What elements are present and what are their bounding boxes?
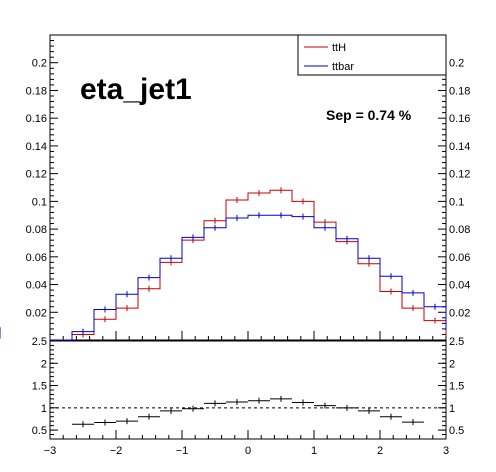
legend-label-tth: ttH: [332, 42, 346, 54]
y-tick-label-left: 0.18: [26, 85, 47, 97]
y-tick-label-right: 0.2: [449, 58, 464, 70]
series-line-ttbar: [50, 214, 447, 341]
series-line-ttH: [50, 189, 447, 341]
x-tick-label: −3: [44, 445, 57, 457]
x-tick-label: −1: [176, 445, 189, 457]
ratio-plot-frame: [49, 340, 447, 440]
legend: ttH ttbar: [297, 34, 447, 76]
ratio-y-tick-label-right: 1: [449, 403, 455, 415]
y-tick-label-left: 0.1: [32, 196, 47, 208]
x-tick-label: 2: [377, 445, 383, 457]
ratio-y-tick-label-left: 1: [41, 403, 47, 415]
ratio-plot-content: 0.5 0.5 1 1 1.5 1.5 2 2 2.5 2.5 −3 −2 −1 0 1 2 3: [32, 336, 465, 457]
ratio-y-tick-label-left: 0.5: [32, 425, 47, 437]
separation-annotation: Sep = 0.74 %: [326, 107, 412, 123]
y-tick-label-right: 0.06: [449, 252, 470, 264]
chart-title: eta_jet1: [80, 73, 192, 106]
y-tick-label-right: 0.18: [449, 85, 470, 97]
ratio-y-tick-label-left: 2.5: [32, 336, 47, 348]
ratio-y-tick-label-right: 1.5: [449, 381, 464, 393]
y-tick-label-right: 0.16: [449, 113, 470, 125]
y-tick-label-right: 0.12: [449, 169, 470, 181]
ratio-y-tick-label-right: 2.5: [449, 336, 464, 348]
y-tick-label-right: 0.14: [449, 141, 470, 153]
ratio-y-tick-label-right: 2: [449, 358, 455, 370]
x-tick-label: 3: [443, 445, 449, 457]
y-tick-label-left: 0.14: [26, 141, 47, 153]
y-tick-label-left: 0.12: [26, 169, 47, 181]
y-tick-label-left: 0.06: [26, 252, 47, 264]
legend-box: [297, 34, 447, 76]
y-tick-label-right: 0.1: [449, 196, 464, 208]
x-tick-label: −2: [110, 445, 123, 457]
y-tick-label-right: 0.08: [449, 224, 470, 236]
y-tick-label-left: 0.02: [26, 307, 47, 319]
ratio-y-tick-label-left: 2: [41, 358, 47, 370]
y-tick-label-left: 0.16: [26, 113, 47, 125]
y-tick-label-left: 0.2: [32, 58, 47, 70]
x-tick-label: 0: [245, 445, 251, 457]
x-tick-label: 1: [311, 445, 317, 457]
ratio-y-tick-label-right: 0.5: [449, 425, 464, 437]
y-tick-label-right: 0.02: [449, 307, 470, 319]
legend-label-ttbar: ttbar: [332, 61, 354, 73]
main-plot-content: 0.02 0.02 0.04 0.04 0.06 0.06 0.08 0.08 0.1 0.1 0.…: [0, 40, 470, 341]
y-tick-label-right: 0.04: [449, 280, 470, 292]
y-tick-label-left: 0.04: [26, 280, 47, 292]
ratio-y-tick-label-left: 1.5: [32, 381, 47, 393]
y-tick-label-left: 0.08: [26, 224, 47, 236]
